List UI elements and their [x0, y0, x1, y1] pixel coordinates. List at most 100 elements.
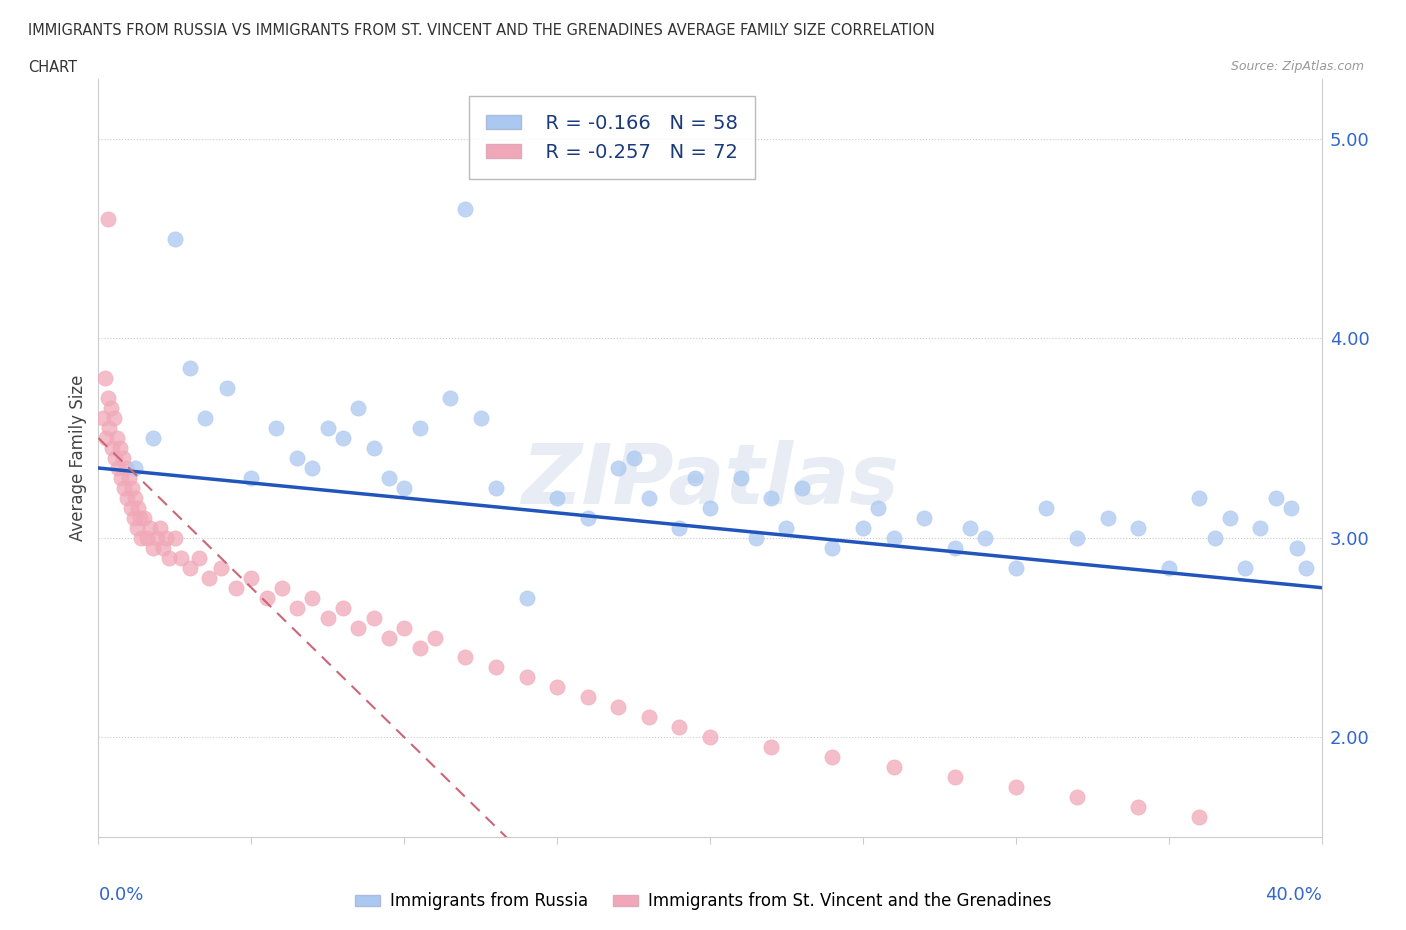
Point [110, 471, 132, 485]
Point [1264, 490, 1286, 505]
Point [1097, 511, 1119, 525]
Point [332, 600, 354, 615]
Point [101, 441, 124, 456]
Point [256, 591, 278, 605]
Point [699, 730, 721, 745]
Point [240, 471, 263, 485]
Point [163, 530, 186, 545]
Point [98, 420, 121, 435]
Point [142, 540, 165, 555]
Point [378, 631, 401, 645]
Point [94, 431, 117, 445]
Point [363, 610, 385, 625]
Point [775, 521, 797, 536]
Point [485, 660, 508, 675]
Point [730, 471, 752, 485]
Point [301, 591, 323, 605]
Point [104, 451, 127, 466]
Point [1219, 511, 1241, 525]
Point [194, 411, 217, 426]
Point [97, 391, 120, 405]
Point [301, 460, 323, 475]
Point [378, 471, 401, 485]
Point [761, 490, 783, 505]
Point [112, 481, 135, 496]
Point [392, 620, 416, 635]
Point [124, 490, 146, 505]
Point [125, 521, 148, 536]
Point [347, 401, 370, 416]
Point [454, 201, 477, 216]
Point [142, 431, 165, 445]
Point [316, 420, 339, 435]
Point [1066, 530, 1088, 545]
Point [546, 490, 568, 505]
Point [285, 451, 308, 466]
Point [225, 580, 247, 595]
Point [883, 530, 905, 545]
Point [607, 460, 630, 475]
Point [943, 540, 966, 555]
Point [423, 631, 446, 645]
Point [761, 739, 783, 754]
Text: ZIPatlas: ZIPatlas [522, 440, 898, 521]
Point [1234, 560, 1257, 575]
Point [91, 411, 114, 426]
Point [152, 540, 174, 555]
Point [118, 471, 141, 485]
Point [108, 441, 131, 456]
Point [576, 511, 599, 525]
Point [1286, 540, 1309, 555]
Point [392, 481, 416, 496]
Point [121, 481, 143, 496]
Point [943, 770, 966, 785]
Point [111, 451, 134, 466]
Point [883, 760, 905, 775]
Text: 40.0%: 40.0% [1265, 886, 1322, 904]
Point [912, 511, 935, 525]
Point [97, 211, 120, 226]
Legend: Immigrants from Russia, Immigrants from St. Vincent and the Grenadines: Immigrants from Russia, Immigrants from … [349, 885, 1057, 917]
Point [852, 521, 875, 536]
Point [638, 710, 661, 724]
Point [454, 650, 477, 665]
Point [105, 431, 128, 445]
Point [332, 431, 354, 445]
Point [215, 380, 238, 395]
Point [155, 530, 177, 545]
Point [163, 232, 186, 246]
Point [1204, 530, 1226, 545]
Point [607, 700, 630, 715]
Point [1157, 560, 1180, 575]
Point [868, 500, 890, 515]
Point [209, 560, 232, 575]
Point [683, 471, 706, 485]
Point [1004, 560, 1026, 575]
Point [546, 680, 568, 695]
Point [157, 551, 180, 565]
Point [959, 521, 981, 536]
Point [120, 500, 142, 515]
Text: 0.0%: 0.0% [98, 886, 143, 904]
Point [790, 481, 813, 496]
Point [117, 490, 139, 505]
Point [129, 530, 152, 545]
Point [485, 481, 508, 496]
Point [1066, 790, 1088, 804]
Text: CHART: CHART [28, 60, 77, 75]
Point [1128, 800, 1150, 815]
Point [408, 420, 430, 435]
Point [264, 420, 287, 435]
Point [1295, 560, 1317, 575]
Point [516, 591, 538, 605]
Point [139, 521, 162, 536]
Text: Source: ZipAtlas.com: Source: ZipAtlas.com [1230, 60, 1364, 73]
Point [285, 600, 308, 615]
Point [363, 441, 385, 456]
Point [745, 530, 768, 545]
Point [170, 551, 193, 565]
Y-axis label: Average Family Size: Average Family Size [69, 375, 87, 541]
Point [576, 690, 599, 705]
Point [136, 530, 159, 545]
Point [270, 580, 294, 595]
